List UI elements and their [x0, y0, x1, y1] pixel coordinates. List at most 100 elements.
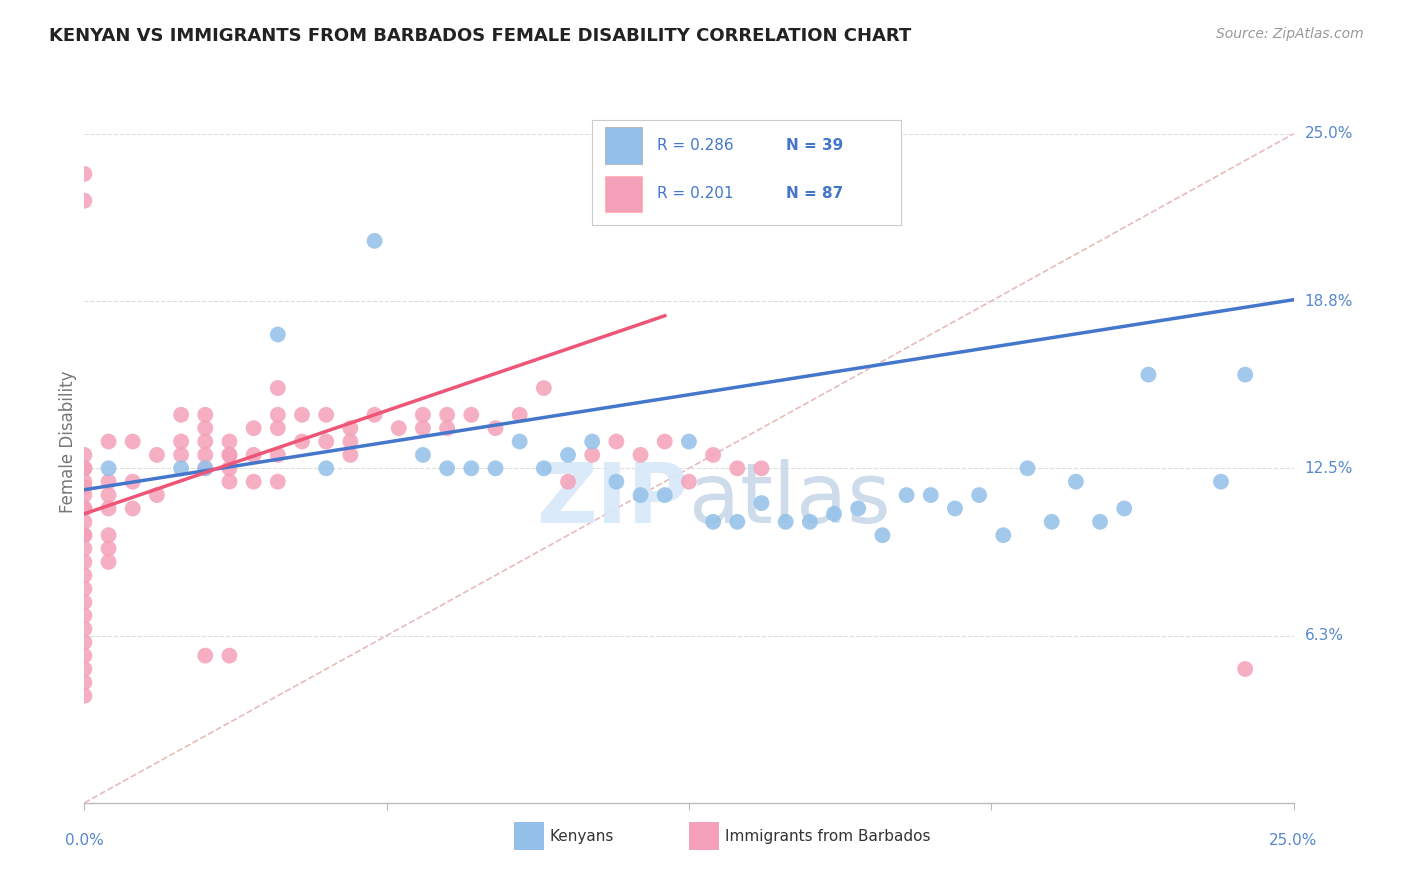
Point: [630, 488, 652, 502]
Text: Immigrants from Barbados: Immigrants from Barbados: [725, 829, 931, 844]
Point: [73, 582, 96, 596]
Point: [97, 501, 120, 516]
Point: [267, 327, 290, 342]
Point: [339, 448, 361, 462]
Point: [73, 689, 96, 703]
Point: [194, 421, 217, 435]
Point: [121, 475, 143, 489]
Point: [73, 622, 96, 636]
Point: [97, 475, 120, 489]
Point: [194, 461, 217, 475]
Point: [97, 434, 120, 449]
Point: [267, 421, 290, 435]
Point: [73, 595, 96, 609]
Point: [751, 461, 773, 475]
Point: [97, 528, 120, 542]
Point: [97, 555, 120, 569]
Point: [73, 662, 96, 676]
Point: [73, 475, 96, 489]
Point: [412, 421, 434, 435]
Point: [218, 448, 240, 462]
Point: [654, 434, 676, 449]
Point: [1209, 475, 1232, 489]
Point: [967, 488, 990, 502]
Point: [73, 608, 96, 623]
Point: [73, 541, 96, 556]
Point: [218, 434, 240, 449]
Point: [533, 381, 555, 395]
Point: [533, 461, 555, 475]
Y-axis label: Female Disability: Female Disability: [59, 370, 77, 513]
Point: [846, 501, 869, 516]
Point: [436, 461, 458, 475]
Point: [605, 475, 627, 489]
Point: [388, 421, 411, 435]
Point: [194, 434, 217, 449]
Point: [146, 488, 169, 502]
Point: [654, 488, 676, 502]
Point: [920, 488, 942, 502]
Point: [412, 408, 434, 422]
Text: 25.0%: 25.0%: [1270, 833, 1317, 848]
Point: [993, 528, 1015, 542]
Point: [557, 448, 579, 462]
Point: [630, 448, 652, 462]
Point: [1234, 662, 1257, 676]
Point: [97, 488, 120, 502]
Point: [725, 515, 748, 529]
Text: 0.0%: 0.0%: [65, 833, 104, 848]
Text: KENYAN VS IMMIGRANTS FROM BARBADOS FEMALE DISABILITY CORRELATION CHART: KENYAN VS IMMIGRANTS FROM BARBADOS FEMAL…: [49, 27, 911, 45]
Point: [799, 515, 821, 529]
Point: [581, 434, 603, 449]
Point: [1064, 475, 1087, 489]
Point: [1088, 515, 1111, 529]
Point: [121, 501, 143, 516]
Point: [751, 496, 773, 510]
Point: [412, 448, 434, 462]
Point: [218, 475, 240, 489]
Point: [1017, 461, 1039, 475]
Point: [291, 434, 314, 449]
Point: [242, 475, 264, 489]
Point: [363, 234, 385, 248]
Point: [73, 675, 96, 690]
Point: [242, 421, 264, 435]
Text: 25.0%: 25.0%: [1305, 127, 1353, 141]
Point: [146, 448, 169, 462]
Text: ZIP: ZIP: [537, 458, 689, 540]
Point: [170, 408, 193, 422]
Point: [267, 475, 290, 489]
Point: [73, 555, 96, 569]
Point: [315, 408, 337, 422]
Point: [170, 461, 193, 475]
Point: [73, 648, 96, 663]
Point: [509, 408, 531, 422]
Point: [73, 194, 96, 208]
Text: 6.3%: 6.3%: [1305, 628, 1344, 643]
Point: [194, 408, 217, 422]
Point: [170, 434, 193, 449]
Point: [678, 475, 700, 489]
Point: [73, 515, 96, 529]
Point: [460, 408, 482, 422]
Point: [702, 448, 724, 462]
Point: [73, 635, 96, 649]
Point: [97, 541, 120, 556]
Point: [315, 434, 337, 449]
Text: Source: ZipAtlas.com: Source: ZipAtlas.com: [1216, 27, 1364, 41]
Point: [339, 421, 361, 435]
Point: [678, 434, 700, 449]
Point: [823, 507, 845, 521]
Point: [121, 434, 143, 449]
Point: [896, 488, 918, 502]
Point: [73, 501, 96, 516]
Point: [218, 461, 240, 475]
Point: [73, 528, 96, 542]
Point: [73, 568, 96, 582]
Text: 18.8%: 18.8%: [1305, 293, 1353, 309]
Point: [872, 528, 894, 542]
Point: [339, 434, 361, 449]
Point: [460, 461, 482, 475]
Point: [73, 448, 96, 462]
Point: [315, 461, 337, 475]
